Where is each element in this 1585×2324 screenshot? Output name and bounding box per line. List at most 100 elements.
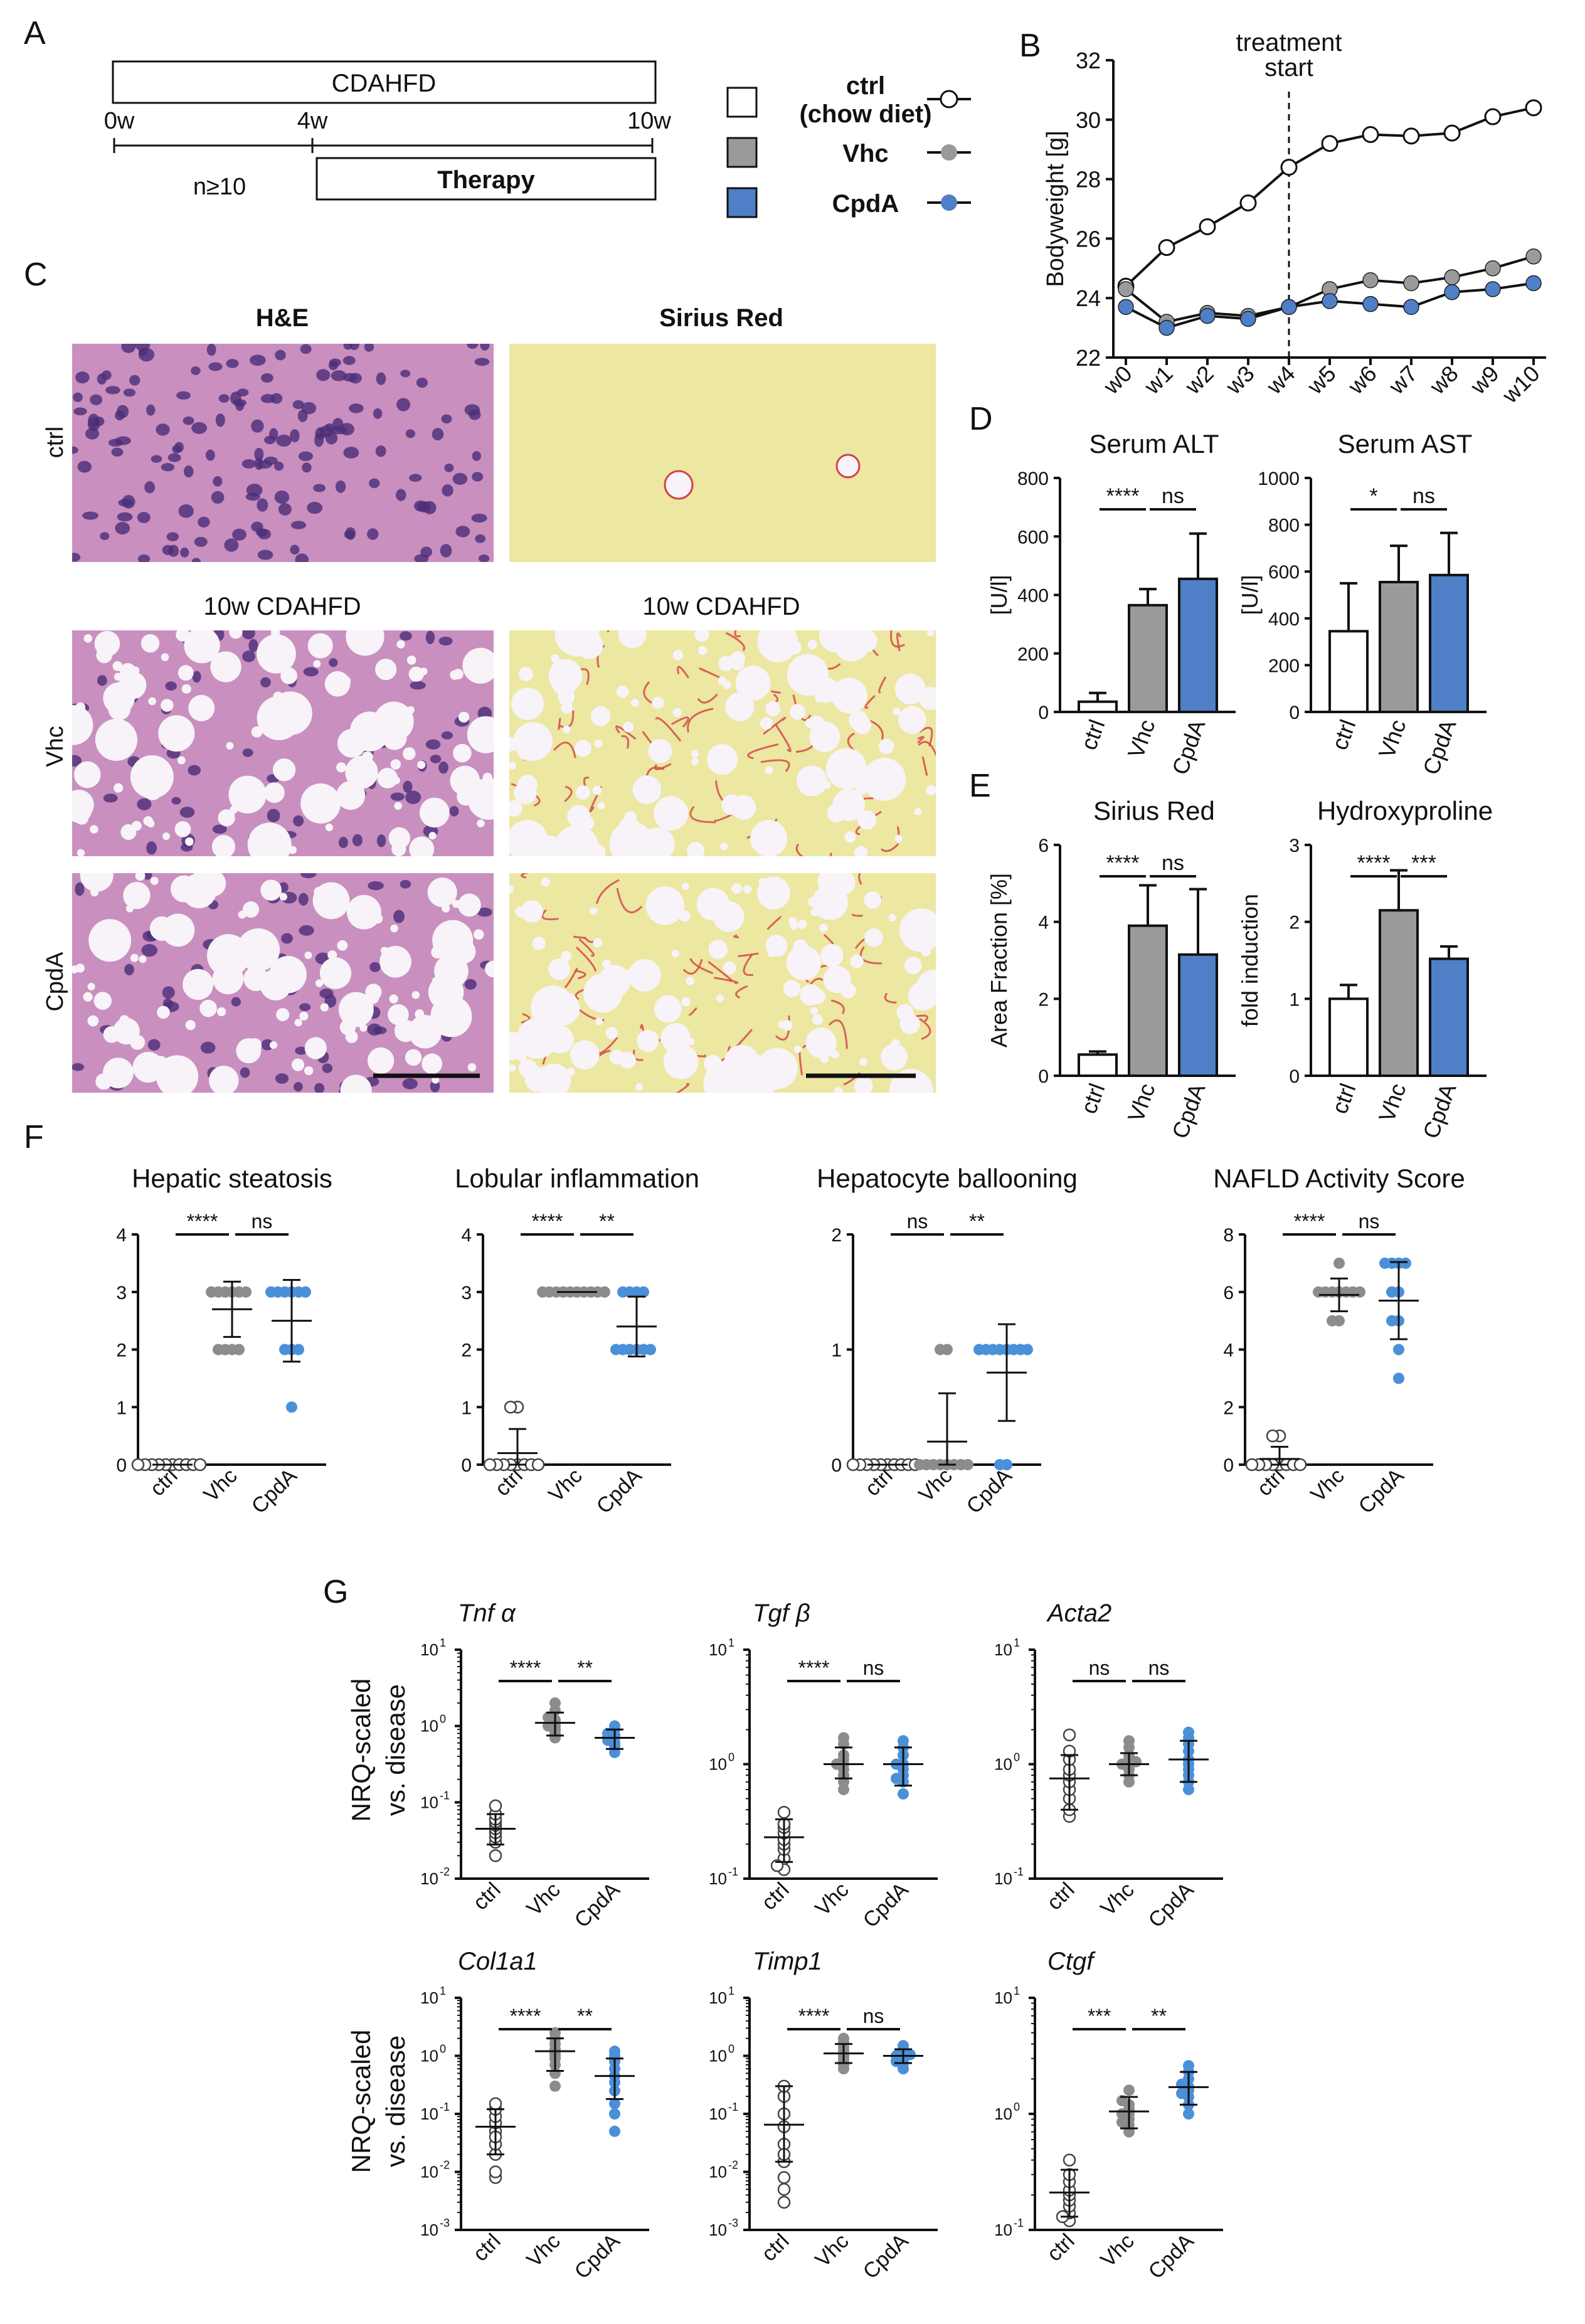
data-point [1063, 1728, 1076, 1742]
histology-row-label: CpdA [42, 952, 68, 1012]
y-tick-label: 6 [1038, 836, 1049, 856]
nucleus [314, 1083, 325, 1093]
data-point [1525, 248, 1542, 265]
y-tick-exponent: 1 [440, 1985, 446, 1997]
lipid-vacuole [452, 669, 464, 680]
lipid-vacuole [765, 766, 773, 775]
data-point [1443, 124, 1461, 142]
lipid-vacuole [767, 949, 776, 957]
x-tick-label: w8 [1424, 361, 1463, 400]
nucleus [241, 630, 255, 640]
nucleus [313, 484, 326, 492]
lipid-vacuole [691, 757, 699, 765]
lipid-vacuole [336, 762, 347, 773]
x-tick-label: w1 [1138, 361, 1177, 400]
lipid-vacuole [778, 1021, 786, 1029]
lipid-vacuole [269, 1041, 278, 1049]
lipid-vacuole [545, 1026, 573, 1054]
nucleus [167, 453, 181, 462]
histology-image [72, 630, 494, 856]
y-tick-label: 10 [994, 1988, 1012, 2007]
collagen-fiber [798, 1051, 803, 1076]
lipid-vacuole [132, 820, 142, 831]
lipid-vacuole [349, 787, 358, 795]
nucleus [331, 370, 347, 381]
lipid-vacuole [314, 886, 324, 898]
collagen-fiber [689, 806, 716, 824]
significance-label: **** [798, 1657, 830, 1679]
y-axis-title: fold induction [1237, 894, 1263, 1027]
lipid-vacuole [477, 819, 485, 827]
lipid-vacuole [574, 740, 591, 757]
lipid-vacuole [157, 1005, 170, 1019]
significance-label: ns [1162, 851, 1184, 875]
bar-cpda [1429, 573, 1469, 713]
nucleus [472, 472, 484, 482]
collagen-fiber [553, 741, 576, 758]
y-tick-label: 800 [1017, 469, 1049, 489]
lipid-vacuole [452, 899, 460, 908]
lipid-vacuole [473, 929, 484, 940]
y-tick-label: 10 [709, 1869, 727, 1888]
g-ylabel-line2: vs. disease [381, 2035, 410, 2167]
lipid-vacuole [566, 1067, 575, 1076]
panel-letter-f: F [24, 1119, 44, 1155]
lipid-vacuole [396, 640, 405, 649]
collagen-fiber [760, 759, 790, 772]
significance-label: **** [510, 2005, 541, 2027]
nucleus [290, 521, 306, 529]
lipid-vacuole [567, 805, 590, 828]
nucleus [295, 1046, 307, 1055]
nucleus [108, 438, 123, 447]
lipid-vacuole [139, 955, 147, 963]
data-point [777, 2171, 791, 2184]
nucleus [73, 407, 87, 416]
lipid-vacuole [184, 630, 220, 664]
data-point [1403, 275, 1419, 292]
y-axis-title: Area Fraction [%] [986, 873, 1012, 1048]
chart-title: Sirius Red [1093, 796, 1215, 825]
nucleus [264, 435, 276, 445]
y-tick-label: 1 [116, 1398, 127, 1418]
y-tick-label: 10 [994, 1755, 1012, 1774]
lipid-vacuole [583, 974, 623, 1013]
collagen-fiber [521, 1013, 531, 1024]
nucleus [369, 478, 380, 489]
collagen-fiber [747, 743, 779, 760]
collagen-fiber [918, 741, 936, 757]
lipid-vacuole [654, 995, 682, 1023]
histology-row-label: ctrl [42, 427, 68, 459]
bar-ctrl [1328, 630, 1369, 713]
histology-column-title: Sirius Red [659, 304, 783, 332]
histology-panel: H&E Sirius Red 10w CDAHFD 10w CDAHFD ctr… [42, 304, 936, 1093]
data-point [1379, 1257, 1391, 1269]
bar-ctrl [1328, 997, 1369, 1078]
collagen-fiber [682, 958, 703, 975]
nucleus [298, 893, 309, 906]
nucleus [369, 962, 381, 972]
sirius-red-bar-chart: Sirius Red 0 2 4 6 Area Fraction [%] ctrl Vhc Cp… [986, 796, 1236, 1142]
g-ylabel-line1: NRQ-scaled [346, 1679, 376, 1822]
nucleus [373, 408, 383, 419]
lipid-vacuole [716, 994, 724, 1002]
lipid-vacuole [597, 802, 605, 810]
x-tick-label: Vhc [522, 1878, 565, 1921]
collagen-fiber [851, 913, 863, 917]
data-point [1403, 299, 1419, 316]
collagen-fiber [855, 810, 883, 836]
collagen-fiber [655, 717, 682, 742]
lipid-vacuole [313, 660, 321, 668]
significance-label: ** [1151, 2005, 1167, 2027]
nucleus [281, 933, 293, 944]
nucleus [300, 344, 312, 354]
data-point [537, 1286, 548, 1298]
y-tick-label: 3 [1289, 836, 1300, 856]
lipid-vacuole [462, 647, 494, 684]
histology-row-label: Vhc [42, 726, 68, 767]
significance-label: ns [1089, 1657, 1110, 1679]
y-tick-exponent: 1 [728, 1637, 734, 1649]
x-tick-label: Vhc [810, 1878, 853, 1921]
data-point [609, 2045, 620, 2057]
lipid-vacuole [162, 832, 170, 841]
